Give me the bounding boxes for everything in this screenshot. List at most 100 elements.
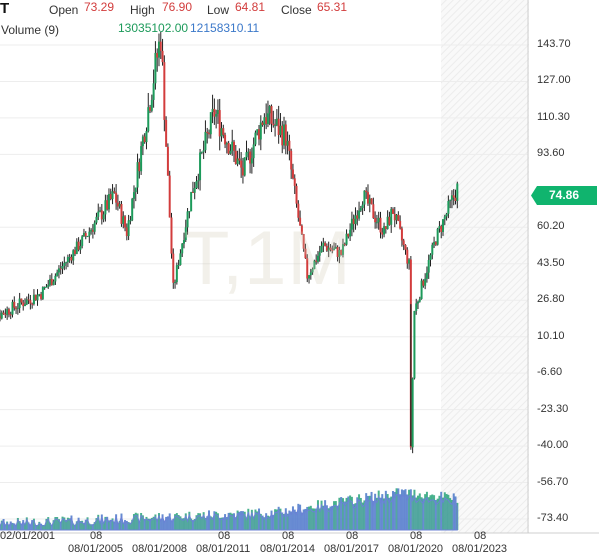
volume-bar [286,513,289,530]
volume-bar [384,490,387,530]
candle-body [293,178,296,186]
candle-body [120,204,123,224]
volume-bar [440,491,443,530]
candle-body [204,131,207,151]
candle-body [402,240,405,245]
candle-body [154,52,157,84]
volume-bar [236,510,239,530]
candle-body [125,227,128,237]
volume-bar [359,497,362,530]
candle-body [438,226,441,229]
close-label: Close [281,3,312,17]
candle-body [256,129,259,133]
volume-bar [243,511,246,530]
volume-bar [383,498,386,530]
volume-bar [209,516,212,530]
candle-body [29,300,32,304]
candle-body [427,259,430,273]
candle-body [334,246,337,249]
volume-bar [288,510,291,530]
candle-body [313,260,316,270]
volume-bar [363,500,366,530]
volume-bar [43,525,46,530]
y-tick-label: -40.00 [537,439,569,452]
candle-body [400,228,403,241]
candle-body [272,123,275,126]
candle-body [213,108,216,117]
volume-bar [177,514,180,530]
volume-bar [25,517,28,530]
volume-bar [265,513,268,530]
volume-bar [238,511,241,530]
volume-bar [191,520,194,530]
volume-bar [293,509,296,530]
volume-bar [279,508,282,530]
x-tick-label: 08/01/2020 [388,543,444,555]
volume-bar [136,513,139,530]
candle-body [109,194,112,200]
candle-body [122,216,125,224]
high-label: High [130,3,155,17]
candle-body [397,214,400,221]
volume-bar [132,514,135,530]
volume-bar [170,520,173,530]
volume-bar [390,496,393,530]
volume-bar [452,493,455,530]
candle-body [349,229,352,237]
volume-bar [159,519,162,530]
candle-body [224,134,227,145]
volume-bar [0,520,3,530]
candle-body [197,180,200,182]
candle-body [177,265,180,267]
candle-body [411,378,414,448]
volume-bar [13,523,16,530]
volume-bar [343,501,346,530]
candle-body [149,107,152,111]
candle-body [200,151,203,153]
candle-body [38,294,41,296]
candle-body [163,62,166,120]
volume-bar [57,519,60,530]
candle-body [220,128,223,137]
candle-body [333,248,336,250]
candle-body [408,259,411,264]
volume-bar [411,495,414,530]
volume-bar [402,490,405,530]
candle-body [366,192,369,204]
candle-body [370,198,373,205]
y-tick-label: 127.00 [537,74,571,87]
volume-bar [7,525,10,530]
volume-bar [231,513,234,530]
volume-bar [356,497,359,530]
candle-body [390,209,393,225]
volume-bar [268,516,271,530]
candle-body [425,272,428,279]
candle-body [49,279,52,285]
volume-bar [20,523,23,530]
candle-body [274,124,277,126]
volume-bar [197,513,200,530]
candle-body [259,122,262,140]
candle-body [227,142,230,154]
candle-body [18,298,21,309]
x-tick-label: 02/01/2001 [0,530,56,542]
candle-body [449,199,452,201]
candle-body [41,287,44,299]
open-label: Open [49,3,79,17]
volume-bar [443,492,446,530]
volume-label: Volume (9) [1,23,60,37]
volume-bar [442,497,445,530]
candle-body [4,314,7,316]
candle-body [415,303,418,311]
volume-bar [302,509,305,530]
volume-bar [333,501,336,530]
volume-bar [225,517,228,530]
volume-bar [199,513,202,530]
candle-body [181,243,184,254]
candle-body [132,192,135,199]
volume-bar [220,517,223,530]
candle-body [320,245,323,253]
candle-body [265,117,268,124]
